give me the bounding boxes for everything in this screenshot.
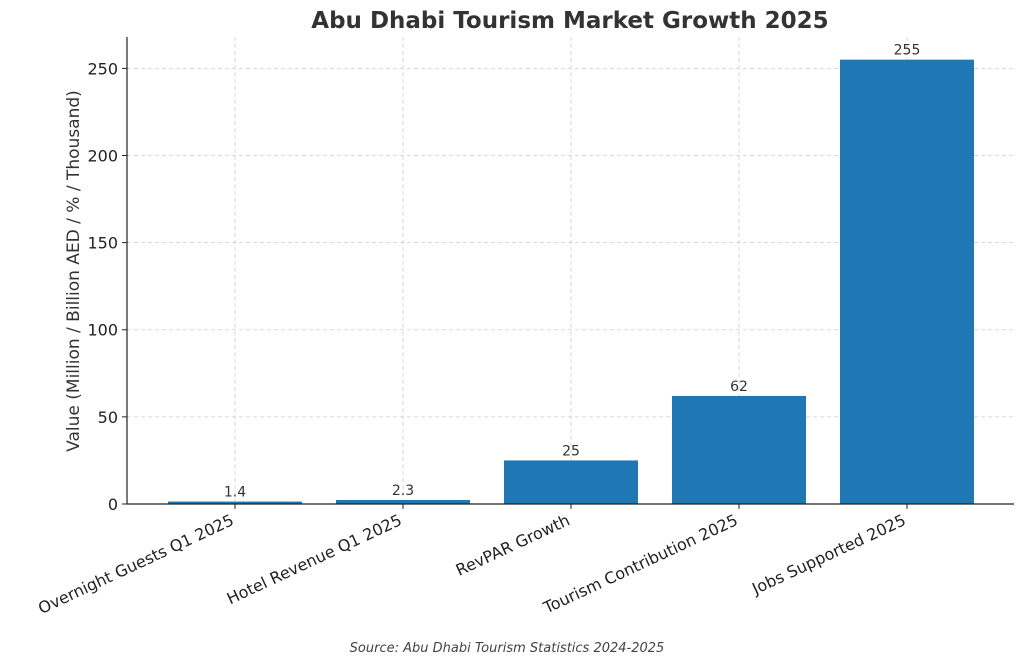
y-tick-label: 100: [87, 321, 118, 340]
bars: [168, 59, 974, 504]
chart-title: Abu Dhabi Tourism Market Growth 2025: [311, 8, 828, 34]
y-tick-label: 200: [87, 146, 118, 165]
source-note: Source: Abu Dhabi Tourism Statistics 202…: [350, 641, 665, 656]
grid: [127, 37, 1014, 505]
bar: [168, 501, 302, 504]
x-tick-label: Jobs Supported 2025: [748, 510, 908, 598]
bar: [504, 460, 638, 504]
y-tick-label: 150: [87, 234, 118, 253]
y-tick-label: 250: [87, 59, 118, 78]
data-label: 255: [894, 43, 921, 59]
y-tick-label: 50: [98, 408, 118, 427]
data-labels: 1.4 2.3 25 62 255: [224, 43, 921, 501]
data-label: 1.4: [224, 485, 246, 501]
data-label: 25: [562, 443, 580, 459]
y-axis-label: Value (Million / Billion AED / % / Thous…: [64, 90, 84, 452]
bar: [336, 499, 470, 504]
x-tick-label: Hotel Revenue Q1 2025: [224, 510, 405, 608]
bar: [840, 59, 974, 504]
y-tick-label: 0: [108, 495, 118, 514]
data-label: 62: [730, 379, 748, 395]
x-tick-label: RevPAR Growth: [453, 510, 573, 579]
x-tick-label: Overnight Guests Q1 2025: [35, 510, 236, 617]
y-ticks: 0 50 100 150 200 250: [87, 59, 127, 514]
data-label: 2.3: [392, 483, 414, 499]
bar: [672, 395, 806, 504]
